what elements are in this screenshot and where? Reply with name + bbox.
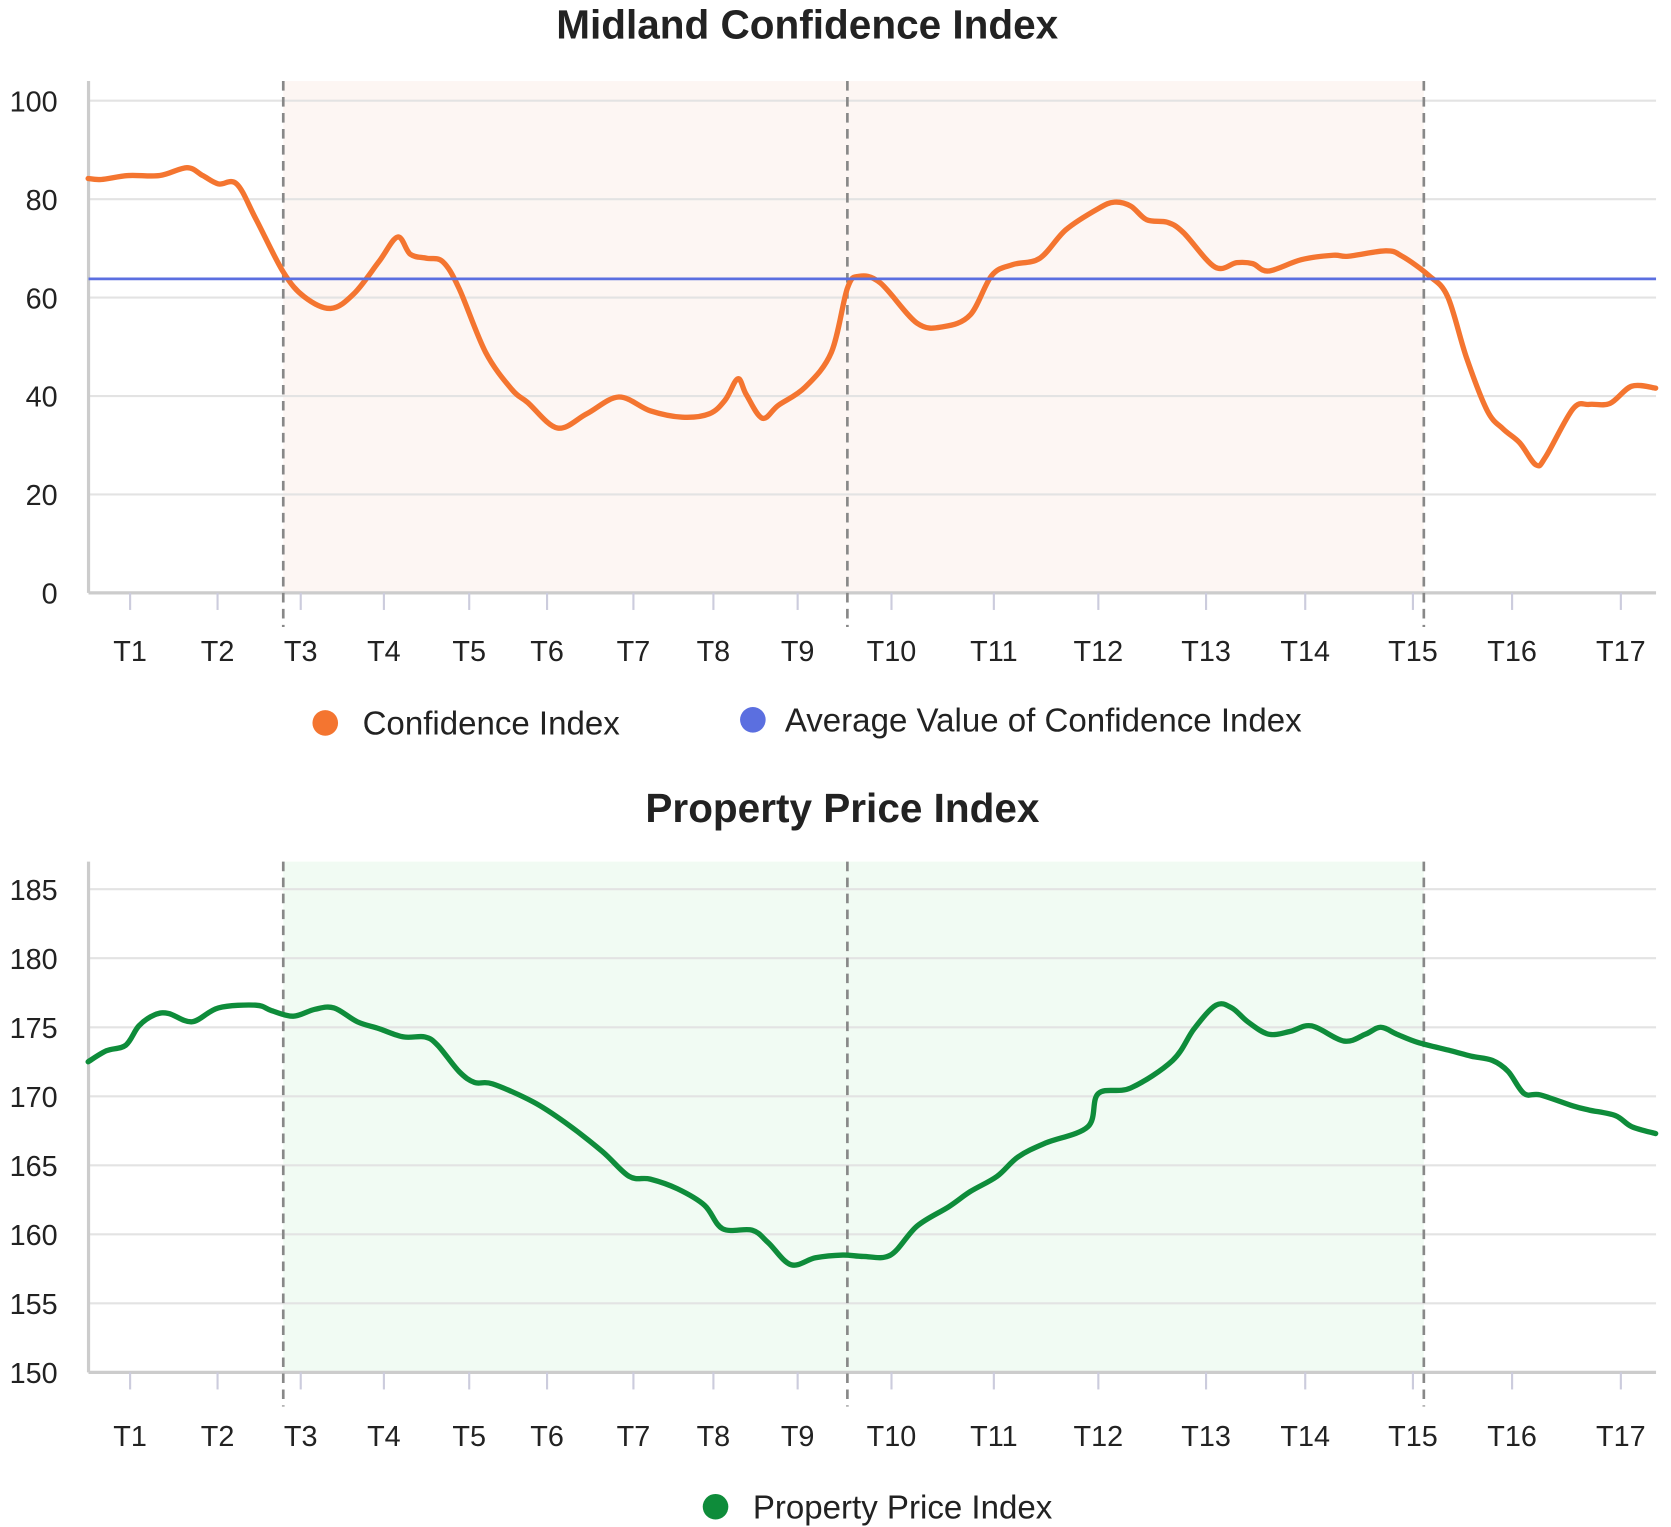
x-tick-label: T5: [452, 636, 486, 668]
y-tick-label: 20: [26, 480, 58, 512]
chart-1: Midland Confidence Index 0 20 40 60 80 100 T1 T2…: [10, 1, 1659, 743]
x-tick-label: T12: [1074, 636, 1124, 668]
x-tick-label: T2: [201, 636, 235, 668]
y-tick-label: 185: [10, 875, 58, 907]
x-tick-label: T13: [1181, 1421, 1231, 1453]
y-tick-label: 170: [10, 1082, 58, 1114]
x-tick-label: T6: [530, 636, 564, 668]
x-tick-label: T14: [1280, 636, 1330, 668]
x-tick-label: T3: [284, 636, 318, 668]
x-tick-label: T11: [970, 1421, 1017, 1453]
legend-label: Confidence Index: [363, 706, 621, 743]
legend-label: Property Price Index: [753, 1489, 1053, 1526]
x-tick-label: T7: [617, 636, 651, 668]
x-tick-label: T17: [1596, 636, 1646, 668]
legend-label: Average Value of Confidence Index: [785, 703, 1302, 740]
y-tick-label: 100: [10, 86, 58, 118]
legend-marker: [740, 706, 766, 733]
series-line: [85, 164, 1659, 469]
x-tick-label: T15: [1388, 1421, 1438, 1453]
x-tick-label: T10: [867, 1421, 917, 1453]
y-tick-label: 155: [10, 1289, 58, 1321]
y-tick-label: 80: [26, 185, 58, 217]
x-tick-label: T4: [367, 636, 401, 668]
legend-marker: [702, 1493, 729, 1520]
x-tick-label: T13: [1181, 636, 1231, 668]
x-tick-label: T7: [617, 1421, 651, 1453]
y-tick-label: 150: [10, 1358, 58, 1390]
chart-title: Midland Confidence Index: [556, 1, 1058, 47]
x-tick-label: T16: [1487, 636, 1537, 668]
x-tick-label: T4: [367, 1421, 401, 1453]
y-tick-label: 0: [42, 579, 58, 611]
x-tick-label: T5: [452, 1421, 486, 1453]
series-line: [85, 1001, 1659, 1268]
x-tick-label: T10: [867, 636, 917, 668]
x-tick-label: T16: [1487, 1421, 1537, 1453]
legend-marker: [312, 710, 339, 736]
shaded-region: [283, 81, 1424, 593]
y-tick-label: 160: [10, 1220, 58, 1252]
x-tick-label: T8: [697, 636, 731, 668]
x-tick-label: T9: [781, 636, 815, 668]
x-tick-label: T15: [1388, 636, 1438, 668]
x-tick-label: T17: [1596, 1421, 1646, 1453]
chart-title: Property Price Index: [645, 785, 1040, 831]
y-tick-label: 175: [10, 1013, 58, 1045]
x-tick-label: T12: [1074, 1421, 1124, 1453]
x-tick-label: T9: [781, 1421, 815, 1453]
x-tick-label: T11: [970, 636, 1017, 668]
x-tick-label: T1: [113, 636, 147, 668]
x-tick-label: T1: [113, 1421, 147, 1453]
y-tick-label: 60: [26, 283, 58, 315]
x-tick-label: T8: [697, 1421, 731, 1453]
chart-2: Property Price Index 150 155 160 165 170 175 18…: [10, 785, 1659, 1526]
y-tick-label: 180: [10, 944, 58, 976]
x-tick-label: T14: [1280, 1421, 1330, 1453]
y-tick-label: 40: [26, 382, 58, 414]
x-tick-label: T3: [284, 1421, 318, 1453]
shaded-region: [283, 861, 1424, 1373]
x-tick-label: T6: [530, 1421, 564, 1453]
x-tick-label: T2: [201, 1421, 235, 1453]
y-tick-label: 165: [10, 1151, 58, 1183]
